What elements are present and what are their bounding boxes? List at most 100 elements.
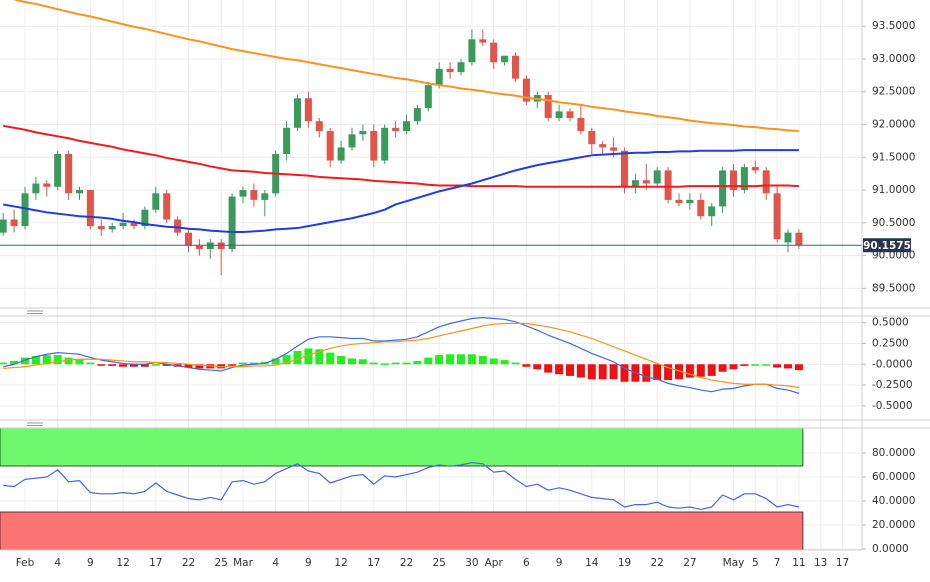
candle-body	[664, 170, 672, 200]
x-tick-label: 22	[651, 557, 664, 569]
histogram-bar	[457, 354, 465, 365]
y-tick-label: 20.0000	[872, 519, 915, 531]
indicator-line	[3, 124, 799, 188]
candle-body	[348, 134, 356, 148]
histogram-bar	[151, 364, 160, 366]
indicator-line	[3, 322, 799, 389]
histogram-bar	[467, 354, 476, 365]
x-tick-label: 14	[585, 557, 599, 569]
candle-body	[86, 190, 94, 227]
candle-body	[762, 170, 770, 194]
histogram-bar	[348, 358, 356, 365]
last-price-label: 90.1575	[863, 240, 911, 252]
x-tick-label: 4	[54, 557, 61, 569]
histogram-bar	[119, 364, 128, 367]
rsi-panel	[0, 428, 804, 550]
histogram-bar	[675, 364, 683, 380]
x-tick-label: 25	[433, 557, 446, 569]
candle-body	[413, 108, 421, 122]
histogram-bar	[446, 354, 455, 365]
candle-body	[795, 232, 803, 246]
candle-body	[784, 232, 792, 243]
candle-body	[522, 78, 530, 102]
histogram-bar	[707, 364, 716, 376]
candle-body	[675, 199, 683, 204]
histogram-bar	[729, 364, 738, 370]
histogram-bar	[228, 364, 237, 366]
resize-handle[interactable]	[27, 422, 43, 426]
axis-labels: Feb 4 9 12 17 22 25 Mar 4 9 12 17 22 25 30 Apr 6 9 14 19 22 2…	[16, 20, 916, 569]
histogram-bar	[326, 352, 335, 365]
candle-body	[457, 62, 465, 73]
histogram-bar	[271, 358, 280, 365]
candle-body	[97, 226, 105, 230]
candle-body	[304, 98, 312, 122]
candle-body	[294, 98, 301, 128]
histogram-bar	[108, 364, 117, 366]
histogram-bar	[642, 364, 651, 382]
histogram-bar	[195, 364, 204, 369]
indicator-line	[3, 462, 800, 510]
candle-body	[381, 127, 389, 161]
resize-handle[interactable]	[27, 310, 43, 314]
candle-body	[370, 131, 378, 161]
candle-body	[544, 95, 552, 118]
candle-body	[512, 55, 519, 79]
candle-body	[621, 150, 628, 187]
macd-panel	[0, 317, 803, 394]
candle-body	[21, 193, 29, 227]
histogram-bar	[784, 364, 792, 369]
histogram-bar	[511, 362, 520, 365]
y-tick-label: -0.5000	[872, 400, 913, 412]
y-tick-label: 93.5000	[872, 20, 915, 32]
candle-body	[773, 193, 781, 240]
y-tick-label: 60.0000	[872, 471, 915, 483]
histogram-bar	[413, 360, 422, 365]
x-tick-label: 5	[752, 557, 759, 569]
candle-body	[283, 127, 291, 154]
candle-body	[315, 121, 323, 132]
candle-body	[392, 127, 400, 132]
candle-body	[490, 42, 498, 63]
candle-body	[403, 121, 410, 132]
candle-body	[653, 170, 661, 184]
last-price-box	[863, 238, 911, 253]
candle-body	[599, 144, 607, 148]
histogram-bar	[740, 364, 749, 366]
histogram-bar	[609, 364, 618, 380]
histogram-bar	[369, 362, 378, 365]
candle-body	[65, 154, 73, 194]
candle-body	[642, 180, 650, 184]
histogram-bar	[304, 348, 313, 365]
candle-body	[152, 193, 160, 210]
histogram-bar	[86, 362, 95, 365]
x-tick-label: 12	[334, 557, 347, 569]
histogram-bar	[522, 364, 531, 367]
histogram-bar	[576, 364, 585, 378]
y-tick-label: 0.2500	[872, 337, 909, 349]
histogram-bar	[10, 360, 19, 365]
candle-body	[446, 68, 454, 73]
rsi-zone	[0, 511, 804, 550]
y-tick-label: 0.5000	[872, 317, 909, 329]
histogram-bar	[140, 364, 149, 367]
histogram-bar	[587, 364, 596, 380]
candle-body	[174, 219, 182, 233]
candle-body	[740, 167, 748, 191]
x-tick-label: 11	[792, 557, 805, 569]
candle-body	[359, 131, 367, 135]
histogram-bar	[184, 364, 193, 368]
histogram-bar	[75, 359, 84, 365]
candle-body	[697, 199, 705, 217]
histogram-bar	[358, 359, 367, 365]
x-tick-label: 22	[400, 557, 413, 569]
histogram-bar	[402, 362, 411, 365]
x-tick-label: 9	[556, 557, 563, 569]
histogram-bar	[566, 364, 574, 376]
x-tick-label: 9	[87, 557, 94, 569]
x-tick-label: 17	[836, 557, 849, 569]
candle-body	[566, 111, 574, 118]
y-tick-label: 40.0000	[872, 495, 915, 507]
